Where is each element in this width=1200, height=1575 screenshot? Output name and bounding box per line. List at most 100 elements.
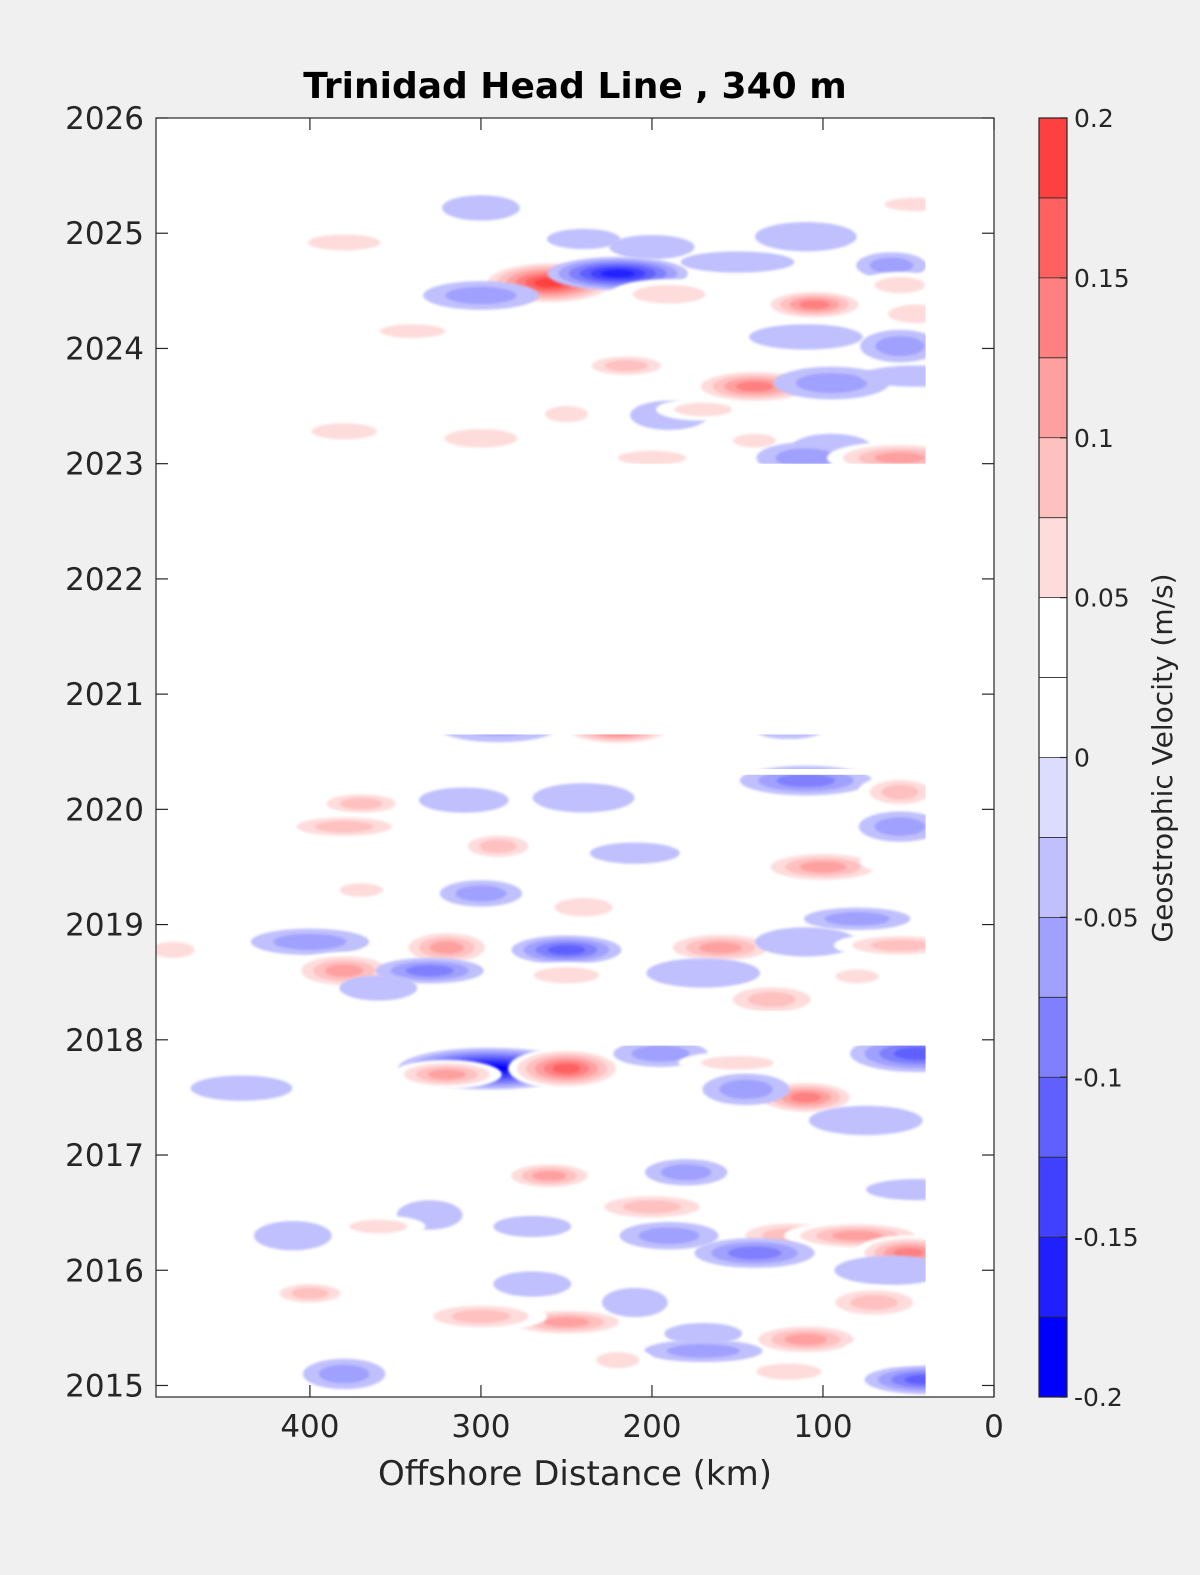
colorbar-segment (1039, 277, 1067, 358)
x-axis-label: Offshore Distance (km) (378, 1454, 772, 1494)
colorbar-segment (1039, 997, 1067, 1078)
contour-level (327, 1324, 430, 1355)
colorbar-segment (1039, 597, 1067, 678)
contour-feature (391, 1059, 502, 1089)
contour-level (318, 1364, 370, 1384)
contour-feature (646, 958, 761, 988)
contour-level (445, 286, 517, 305)
contour-level (732, 433, 777, 448)
contour-level (632, 284, 706, 304)
contour-level (622, 1200, 682, 1214)
contour-feature (609, 234, 695, 260)
contour-level (664, 1322, 743, 1345)
contour-level (874, 452, 926, 464)
y-tick-label: 2021 (65, 677, 144, 713)
y-tick-label: 2024 (65, 331, 144, 367)
contour-feature (678, 1051, 797, 1075)
contour-feature (644, 1339, 763, 1363)
contour-level (680, 251, 795, 273)
contour-level (747, 991, 796, 1007)
contour-level (719, 1079, 773, 1100)
contour-feature (511, 935, 622, 965)
contour-feature (664, 1322, 743, 1345)
contour-feature (421, 423, 541, 454)
contour-feature (680, 251, 795, 273)
contour-feature (493, 1215, 572, 1238)
contour-feature (532, 783, 635, 813)
contour-feature (644, 1159, 728, 1186)
velocity-contours (156, 118, 994, 1397)
contour-level (532, 783, 635, 813)
data-gap (156, 1010, 994, 1046)
contour-level (874, 276, 926, 294)
contour-feature (856, 252, 927, 279)
contour-feature (694, 1238, 815, 1268)
contour-feature (327, 1324, 430, 1355)
colorbar-tick-label: 0.15 (1074, 264, 1130, 293)
contour-level (831, 1230, 883, 1241)
contour-level (418, 787, 509, 813)
y-tick-label: 2018 (65, 1023, 144, 1059)
contour-level (893, 1247, 924, 1258)
contour-feature (513, 962, 620, 989)
contour-level (451, 1309, 511, 1323)
colorbar-segment (1039, 517, 1067, 598)
colorbar-segment (1039, 1157, 1067, 1238)
contour-level (754, 222, 857, 252)
contour-feature (578, 352, 675, 379)
contour-level (874, 817, 926, 836)
x-axis: 400 300 200 100 0 (280, 118, 1004, 1445)
contour-feature (331, 1215, 426, 1238)
contour-feature (582, 1346, 653, 1374)
contour-feature (326, 878, 397, 902)
contour-level (532, 1170, 567, 1181)
y-axis: 2015 2016 2017 2018 2019 2020 2021 2022 2023 2024… (65, 101, 994, 1404)
contour-level (666, 1344, 740, 1358)
contour-feature (702, 1073, 790, 1106)
contour-feature (812, 1154, 903, 1184)
colorbar-segment (1039, 357, 1067, 438)
contour-level (834, 1255, 949, 1285)
contour-feature (755, 850, 890, 884)
contour-level (544, 406, 589, 423)
contour-level (660, 1164, 712, 1181)
contour-level (291, 1287, 329, 1300)
colorbar-tick-label: -0.1 (1074, 1063, 1123, 1092)
colorbar-tick-label: 0.1 (1074, 424, 1114, 453)
data-gap (156, 463, 994, 735)
contour-feature (717, 982, 826, 1017)
contour-level (543, 1317, 590, 1328)
plot-frame (155, 117, 995, 1398)
contour-level (609, 234, 695, 260)
contour-level (799, 300, 830, 310)
contour-feature (278, 813, 411, 840)
contour-feature (500, 1161, 599, 1191)
y-tick-label: 2022 (65, 562, 144, 598)
colorbar-label: Geostrophic Velocity (m/s) (1146, 573, 1179, 942)
contour-level (596, 1352, 640, 1369)
contour-level (604, 360, 648, 372)
contour-feature (760, 289, 869, 321)
colorbar-segment (1039, 437, 1067, 518)
colorbar-segment (1039, 677, 1067, 758)
contour-level (311, 423, 377, 440)
contour-level (790, 1092, 822, 1103)
contour-level (444, 428, 518, 448)
contour-level (674, 402, 733, 417)
contour-feature (858, 811, 942, 842)
chart-title: Trinidad Head Line , 340 m (303, 66, 846, 107)
contour-feature (455, 831, 541, 862)
contour-feature (656, 398, 751, 421)
contour-level (748, 324, 863, 350)
contour-level (824, 911, 890, 926)
contour-feature (619, 1221, 719, 1250)
contour-feature (156, 936, 209, 964)
contour-level (273, 933, 347, 950)
contour-level (349, 1219, 408, 1234)
y-tick-label: 2025 (65, 216, 144, 252)
colorbar-tick-label: 0.2 (1074, 104, 1114, 133)
contour-feature (284, 229, 404, 256)
contour-level (314, 820, 374, 833)
colorbar-segment (1039, 118, 1067, 198)
colorbar-tick-label: 0 (1074, 744, 1090, 773)
